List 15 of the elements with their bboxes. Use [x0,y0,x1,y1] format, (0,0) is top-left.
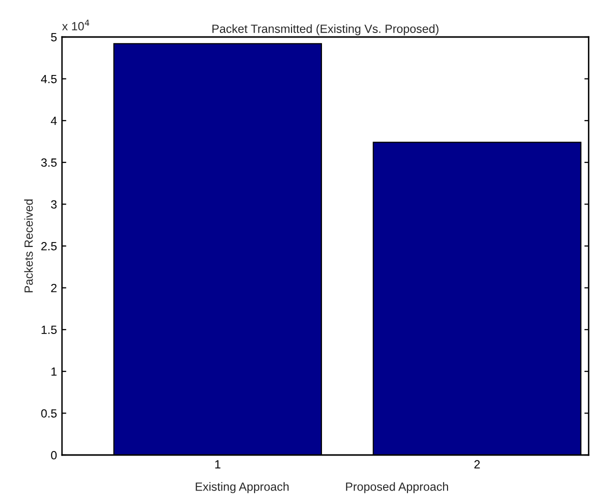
y-tick-label: 1.5 [42,326,57,334]
y-tick-label: 4.5 [41,74,57,84]
y-tick-label: 2.5 [41,242,57,250]
x-axis-title: Existing Approach Proposed Approach [196,482,448,494]
y-tick-label: 4 [50,116,57,125]
y-tick-label: 0 [51,451,57,460]
y-tick-label: 3 [51,200,57,209]
text: x 10$^{4}$ [62,20,90,30]
y-tick-label: 5 [51,33,57,42]
y-tick-label: 0.5 [41,409,57,418]
y-tick-label: 1 [51,368,57,376]
chart-title: Packet Transmitted (Existing Vs. Proposed) [212,24,438,36]
y-tick-label: 3.5 [41,158,57,167]
y-tick-label: 2 [51,284,57,292]
y-axis-title: Packets Received [24,200,33,292]
